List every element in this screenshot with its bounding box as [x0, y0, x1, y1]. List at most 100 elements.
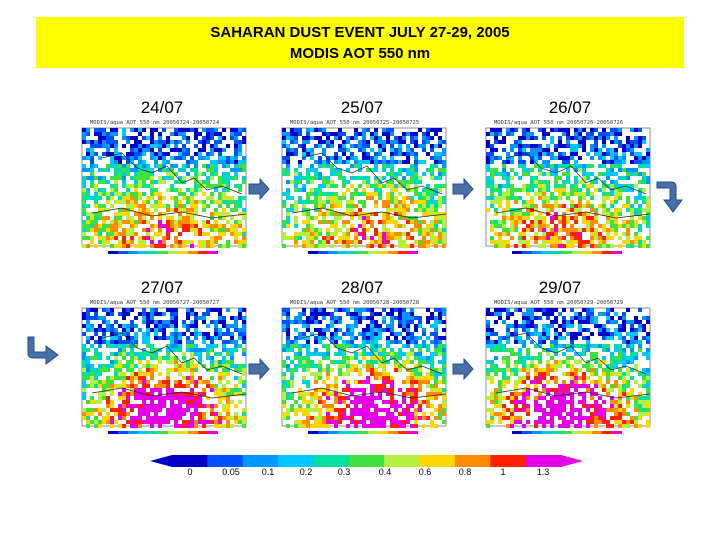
aot-pixel — [618, 360, 622, 364]
aot-pixel — [522, 152, 526, 156]
aot-pixel — [186, 396, 190, 400]
aot-pixel — [510, 332, 514, 336]
aot-pixel — [610, 424, 614, 428]
aot-pixel — [86, 196, 90, 200]
aot-pixel — [362, 412, 366, 416]
aot-pixel — [598, 384, 602, 388]
aot-pixel — [586, 348, 590, 352]
aot-pixel — [314, 316, 318, 320]
aot-pixel — [382, 408, 386, 412]
aot-pixel — [206, 324, 210, 328]
aot-pixel — [82, 312, 86, 316]
aot-pixel — [518, 340, 522, 344]
aot-pixel — [90, 408, 94, 412]
aot-pixel — [498, 392, 502, 396]
aot-pixel — [138, 420, 142, 424]
aot-pixel — [318, 396, 322, 400]
aot-pixel — [98, 336, 102, 340]
mini-scale-swatch — [572, 251, 582, 254]
aot-pixel — [102, 380, 106, 384]
aot-pixel — [134, 180, 138, 184]
mini-scale-swatch — [408, 251, 418, 254]
aot-pixel — [338, 156, 342, 160]
aot-pixel — [534, 404, 538, 408]
aot-pixel — [130, 128, 134, 132]
aot-pixel — [590, 344, 594, 348]
mini-scale-swatch — [128, 251, 138, 254]
aot-pixel — [534, 216, 538, 220]
mini-scale-swatch — [542, 251, 552, 254]
aot-pixel — [190, 192, 194, 196]
aot-pixel — [290, 208, 294, 212]
aot-pixel — [438, 240, 442, 244]
aot-pixel — [178, 192, 182, 196]
aot-pixel — [162, 204, 166, 208]
aot-pixel — [154, 368, 158, 372]
aot-pixel — [330, 164, 334, 168]
aot-pixel — [126, 364, 130, 368]
aot-pixel — [90, 196, 94, 200]
aot-pixel — [310, 232, 314, 236]
aot-pixel — [398, 136, 402, 140]
aot-pixel — [342, 372, 346, 376]
aot-pixel — [354, 344, 358, 348]
aot-pixel — [210, 196, 214, 200]
aot-pixel — [506, 160, 510, 164]
aot-pixel — [130, 408, 134, 412]
aot-pixel — [230, 336, 234, 340]
aot-pixel — [574, 144, 578, 148]
aot-pixel — [294, 316, 298, 320]
aot-pixel — [362, 364, 366, 368]
aot-pixel — [186, 384, 190, 388]
aot-pixel — [626, 232, 630, 236]
aot-pixel — [542, 312, 546, 316]
aot-pixel — [558, 324, 562, 328]
aot-pixel — [326, 176, 330, 180]
aot-pixel — [178, 396, 182, 400]
aot-pixel — [622, 364, 626, 368]
scale-label: 0.8 — [458, 467, 472, 477]
aot-pixel — [86, 236, 90, 240]
aot-pixel — [202, 156, 206, 160]
aot-pixel — [182, 196, 186, 200]
aot-pixel — [606, 236, 610, 240]
aot-pixel — [414, 228, 418, 232]
aot-pixel — [434, 328, 438, 332]
aot-pixel — [558, 140, 562, 144]
aot-pixel — [602, 356, 606, 360]
aot-pixel — [334, 156, 338, 160]
aot-pixel — [522, 212, 526, 216]
aot-pixel — [614, 136, 618, 140]
aot-pixel — [418, 380, 422, 384]
aot-pixel — [282, 344, 286, 348]
aot-pixel — [438, 204, 442, 208]
aot-pixel — [538, 192, 542, 196]
aot-pixel — [518, 308, 522, 312]
aot-pixel — [334, 340, 338, 344]
aot-pixel — [622, 184, 626, 188]
aot-pixel — [130, 232, 134, 236]
aot-pixel — [398, 172, 402, 176]
aot-pixel — [106, 376, 110, 380]
aot-pixel — [306, 320, 310, 324]
aot-pixel — [346, 380, 350, 384]
aot-pixel — [178, 240, 182, 244]
aot-pixel — [150, 140, 154, 144]
aot-pixel — [86, 376, 90, 380]
aot-pixel — [578, 324, 582, 328]
aot-pixel — [534, 148, 538, 152]
aot-pixel — [226, 368, 230, 372]
aot-pixel — [642, 412, 646, 416]
aot-pixel — [326, 348, 330, 352]
aot-pixel — [414, 220, 418, 224]
aot-pixel — [514, 320, 518, 324]
aot-pixel — [602, 324, 606, 328]
aot-pixel — [122, 332, 126, 336]
aot-pixel — [322, 392, 326, 396]
aot-pixel — [286, 328, 290, 332]
aot-pixel — [634, 328, 638, 332]
aot-pixel — [590, 132, 594, 136]
aot-pixel — [346, 220, 350, 224]
aot-pixel — [98, 216, 102, 220]
aot-pixel — [562, 384, 566, 388]
